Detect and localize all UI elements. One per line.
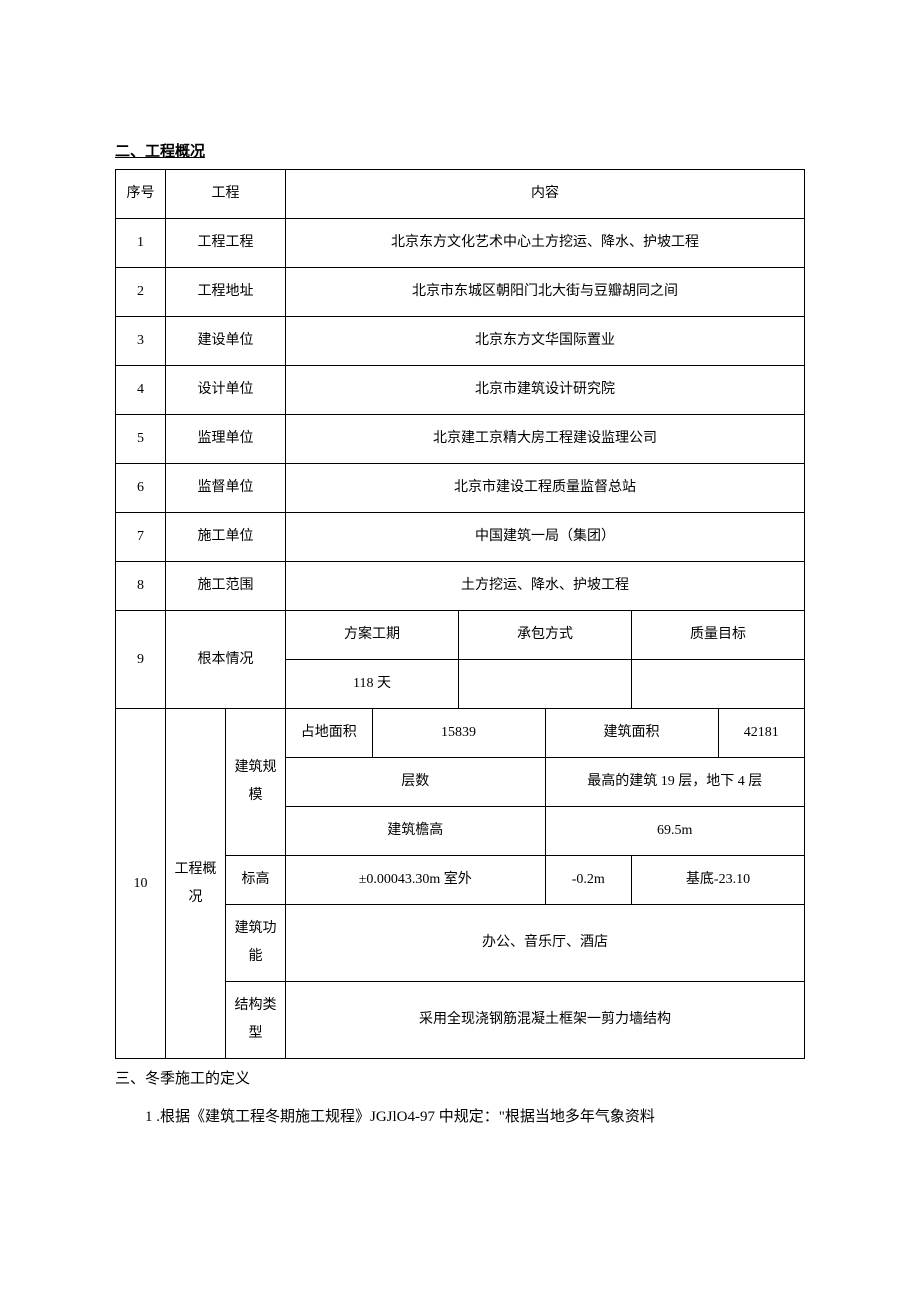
cell-seq: 6	[116, 464, 166, 513]
cell-project: 工程概况	[166, 709, 226, 1059]
cell-content: 北京东方文化艺术中心土方挖运、降水、护坡工程	[286, 219, 805, 268]
cell-project: 施工范围	[166, 562, 286, 611]
cell-elevation-v3: 基底-23.10	[632, 856, 805, 905]
cell-content: 北京市东城区朝阳门北大街与豆瓣胡同之间	[286, 268, 805, 317]
cell-project: 工程地址	[166, 268, 286, 317]
cell-contract-method-value	[459, 660, 632, 709]
table-row-10-scale-1: 10 工程概况 建筑规模 占地面积 15839 建筑面积 42181	[116, 709, 805, 758]
header-seq: 序号	[116, 170, 166, 219]
table-row: 2 工程地址 北京市东城区朝阳门北大街与豆瓣胡同之间	[116, 268, 805, 317]
table-row-9-header: 9 根本情况 方案工期 承包方式 质量目标	[116, 611, 805, 660]
cell-seq: 7	[116, 513, 166, 562]
table-row: 1 工程工程 北京东方文化艺术中心土方挖运、降水、护坡工程	[116, 219, 805, 268]
cell-seq: 8	[116, 562, 166, 611]
cell-content: 北京市建筑设计研究院	[286, 366, 805, 415]
cell-elevation-v2: -0.2m	[545, 856, 632, 905]
cell-quality-target-value	[632, 660, 805, 709]
section-3-heading: 三、冬季施工的定义	[115, 1067, 805, 1088]
cell-function-label: 建筑功能	[226, 905, 286, 982]
cell-floors-label: 层数	[286, 758, 546, 807]
table-row: 4 设计单位 北京市建筑设计研究院	[116, 366, 805, 415]
table-row: 8 施工范围 土方挖运、降水、护坡工程	[116, 562, 805, 611]
cell-quality-target-label: 质量目标	[632, 611, 805, 660]
section-2-heading: 二、工程概况	[115, 140, 805, 161]
cell-project: 工程工程	[166, 219, 286, 268]
cell-structure-value: 采用全现浇钢筋混凝土框架一剪力墙结构	[286, 982, 805, 1059]
cell-seq: 5	[116, 415, 166, 464]
cell-seq: 9	[116, 611, 166, 709]
cell-build-area-label: 建筑面积	[545, 709, 718, 758]
header-content: 内容	[286, 170, 805, 219]
cell-content: 中国建筑一局（集团）	[286, 513, 805, 562]
cell-project: 设计单位	[166, 366, 286, 415]
cell-project: 施工单位	[166, 513, 286, 562]
header-project: 工程	[166, 170, 286, 219]
cell-structure-label: 结构类型	[226, 982, 286, 1059]
cell-land-area-value: 15839	[372, 709, 545, 758]
cell-contract-method-label: 承包方式	[459, 611, 632, 660]
cell-elevation-v1: ±0.00043.30m 室外	[286, 856, 546, 905]
cell-eaves-label: 建筑檐高	[286, 807, 546, 856]
cell-project: 监理单位	[166, 415, 286, 464]
cell-floors-value: 最高的建筑 19 层，地下 4 层	[545, 758, 805, 807]
table-row: 5 监理单位 北京建工京精大房工程建设监理公司	[116, 415, 805, 464]
cell-elevation-label: 标高	[226, 856, 286, 905]
cell-project: 监督单位	[166, 464, 286, 513]
cell-content: 土方挖运、降水、护坡工程	[286, 562, 805, 611]
cell-seq: 3	[116, 317, 166, 366]
cell-scale-label: 建筑规模	[226, 709, 286, 856]
table-row: 3 建设单位 北京东方文华国际置业	[116, 317, 805, 366]
table-row: 6 监督单位 北京市建设工程质量监督总站	[116, 464, 805, 513]
cell-plan-duration-label: 方案工期	[286, 611, 459, 660]
paragraph-text: 1 .根据《建筑工程冬期施工规程》JGJlO4-97 中规定："根据当地多年气象…	[115, 1102, 805, 1132]
cell-function-value: 办公、音乐厅、酒店	[286, 905, 805, 982]
cell-seq: 4	[116, 366, 166, 415]
cell-plan-duration-value: 118 天	[286, 660, 459, 709]
table-row: 7 施工单位 中国建筑一局（集团）	[116, 513, 805, 562]
cell-land-area-label: 占地面积	[286, 709, 373, 758]
cell-seq: 1	[116, 219, 166, 268]
table-header-row: 序号 工程 内容	[116, 170, 805, 219]
cell-content: 北京建工京精大房工程建设监理公司	[286, 415, 805, 464]
project-overview-table: 序号 工程 内容 1 工程工程 北京东方文化艺术中心土方挖运、降水、护坡工程 2…	[115, 169, 805, 1059]
cell-eaves-value: 69.5m	[545, 807, 805, 856]
cell-content: 北京市建设工程质量监督总站	[286, 464, 805, 513]
cell-build-area-value: 42181	[718, 709, 805, 758]
cell-seq: 10	[116, 709, 166, 1059]
cell-project: 根本情况	[166, 611, 286, 709]
cell-seq: 2	[116, 268, 166, 317]
cell-content: 北京东方文华国际置业	[286, 317, 805, 366]
cell-project: 建设单位	[166, 317, 286, 366]
